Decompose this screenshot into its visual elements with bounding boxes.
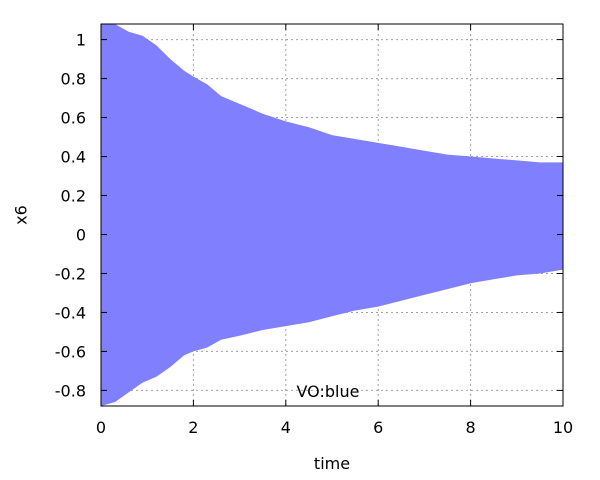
y-tick-label: 0.8 xyxy=(61,70,86,89)
y-tick-label: -0.4 xyxy=(55,303,86,322)
y-tick-label: 0.4 xyxy=(61,148,86,167)
x-tick-label: 4 xyxy=(281,418,291,437)
y-tick-label: -0.8 xyxy=(55,381,86,400)
y-tick-label: -0.6 xyxy=(55,342,86,361)
x-tick-label: 0 xyxy=(96,418,106,437)
y-tick-label: 1 xyxy=(76,31,86,50)
series-band xyxy=(101,24,563,406)
x-tick-label: 10 xyxy=(553,418,573,437)
x-tick-label: 2 xyxy=(188,418,198,437)
x-tick-label: 6 xyxy=(373,418,383,437)
x-axis-label: time xyxy=(314,454,350,473)
y-axis-label: x6 xyxy=(12,205,31,225)
y-tick-label: 0.6 xyxy=(61,109,86,128)
y-tick-label: -0.2 xyxy=(55,264,86,283)
annotation-label: VO:blue xyxy=(297,382,360,401)
y-tick-label: 0 xyxy=(76,225,86,244)
ticks xyxy=(100,24,564,406)
x-tick-label: 8 xyxy=(466,418,476,437)
y-tick-label: 0.2 xyxy=(61,187,86,206)
y-tick-labels: -0.8 -0.6 -0.4 -0.2 0 0.2 0.4 0.6 0.8 1 xyxy=(55,31,86,401)
x-tick-labels: 0 2 4 6 8 10 xyxy=(96,418,573,437)
plot-frame xyxy=(100,23,564,407)
